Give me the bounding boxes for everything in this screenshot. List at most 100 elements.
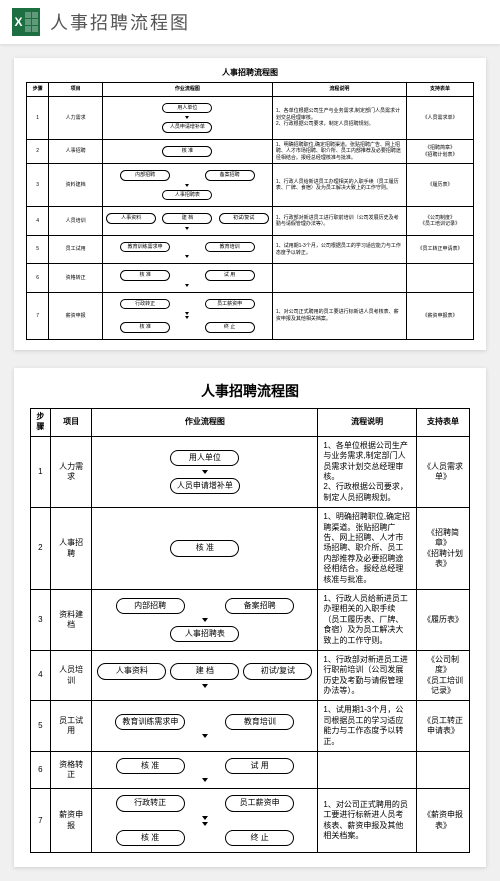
flow-node: 核 准 xyxy=(116,758,185,774)
cell-step: 7 xyxy=(27,292,49,339)
flow-node: 核 准 xyxy=(116,830,185,846)
cell-step: 5 xyxy=(27,235,49,264)
cell-step: 1 xyxy=(27,96,49,139)
flow-node: 教育训练需求申 xyxy=(120,242,170,253)
cell-form: 《员工转正申请表》 xyxy=(416,701,469,752)
cell-flow: 内部招聘备案招聘人事招聘表 xyxy=(92,589,318,650)
flow-node: 员工薪资申 xyxy=(205,299,255,310)
cell-step: 2 xyxy=(27,139,49,164)
flow-node: 员工薪资申 xyxy=(225,795,294,811)
app-header: X 人事招聘流程图 xyxy=(0,0,500,44)
flow-node: 初试/复试 xyxy=(243,663,312,679)
table-row: 3资料建档内部招聘备案招聘人事招聘表1、行政人员给新进员工办理相关的入职手续（员… xyxy=(27,164,474,207)
cell-form: 《人员需求单》 xyxy=(416,436,469,507)
cell-flow: 人事资料建 档初试/复试 xyxy=(92,650,318,701)
table-row: 5员工试用教育训练需求申教育培训1、试用期1-3个月，公司根据员工的学习适应能力… xyxy=(31,701,470,752)
flow-node: 用人单位 xyxy=(170,450,239,466)
col-step: 步骤 xyxy=(27,83,49,97)
flow-node: 人员申请增补单 xyxy=(170,478,240,494)
cell-item: 人事招聘 xyxy=(50,508,92,590)
document-preview-large: 人事招聘流程图 步骤 项目 作业流程图 流程说明 支持表单 1人力需求用人单位人… xyxy=(14,368,486,867)
cell-form: 《履历表》 xyxy=(416,589,469,650)
cell-step: 6 xyxy=(31,752,51,789)
table-row: 2人事招聘核 准1、明确招聘职位,确定招聘渠道。张贴招聘广告、网上招聘、人才市场… xyxy=(31,508,470,590)
cell-item: 薪资申报 xyxy=(50,789,92,853)
col-desc: 流程说明 xyxy=(272,83,406,97)
header-title: 人事招聘流程图 xyxy=(50,9,190,35)
cell-item: 员工试用 xyxy=(50,701,92,752)
flow-node: 核 准 xyxy=(120,322,170,333)
cell-form: 《公司制度》《员工培训记录》 xyxy=(416,650,469,701)
cell-flow: 行政转正员工薪资申核 准终 止 xyxy=(92,789,318,853)
table-row: 3资料建档内部招聘备案招聘人事招聘表1、行政人员给新进员工办理相关的入职手续（员… xyxy=(31,589,470,650)
cell-step: 3 xyxy=(27,164,49,207)
document-preview-small: 人事招聘流程图 步骤 项目 作业流程图 流程说明 支持表单 1人力需求用人单位人… xyxy=(14,58,486,350)
excel-icon-letter: X xyxy=(14,15,22,29)
cell-step: 4 xyxy=(27,207,49,236)
flow-node: 试 用 xyxy=(225,758,294,774)
cell-step: 1 xyxy=(31,436,51,507)
cell-flow: 核 准 xyxy=(92,508,318,590)
preview-container: 人事招聘流程图 步骤 项目 作业流程图 流程说明 支持表单 1人力需求用人单位人… xyxy=(0,44,500,881)
doc-title: 人事招聘流程图 xyxy=(26,68,474,78)
flow-node: 人事资料 xyxy=(97,663,166,679)
doc-title: 人事招聘流程图 xyxy=(30,382,470,400)
cell-desc: 1、明确招聘职位,确定招聘渠道。张贴招聘广告、网上招聘、人才市场招聘、职介所、员… xyxy=(272,139,406,164)
col-desc: 流程说明 xyxy=(318,409,417,437)
cell-desc: 1、对公司正式聘用的员工要进行标新进人员考核表、薪资申报及其他相关档案。 xyxy=(318,789,417,853)
flow-node: 建 档 xyxy=(170,663,239,679)
flow-table-large: 步骤 项目 作业流程图 流程说明 支持表单 1人力需求用人单位人员申请增补单1、… xyxy=(30,408,470,853)
cell-form: 《薪资申报表》 xyxy=(406,292,473,339)
col-form: 支持表单 xyxy=(406,83,473,97)
cell-form: 《履历表》 xyxy=(406,164,473,207)
cell-item: 薪资申报 xyxy=(49,292,103,339)
cell-desc: 1、对公司正式聘用的员工要进行标新进人员考核表、薪资申报及其他相关档案。 xyxy=(272,292,406,339)
table-row: 4人员培训人事资料建 档初试/复试1、行政部对新进员工进行职前培训（公司发展历史… xyxy=(31,650,470,701)
table-row: 6资格转正 核 准 试 用 xyxy=(31,752,470,789)
flow-node: 核 准 xyxy=(170,540,239,556)
cell-item: 人力需求 xyxy=(49,96,103,139)
cell-item: 人力需求 xyxy=(50,436,92,507)
cell-flow: 核 准试 用 xyxy=(92,752,318,789)
cell-desc: 1、各单位根据公司生产与业务需求,制定部门人员需求计划交总经理审核。2、行政根据… xyxy=(318,436,417,507)
flow-node: 人事资料 xyxy=(106,213,156,224)
cell-item: 资格转正 xyxy=(50,752,92,789)
table-row: 1人力需求用人单位人员申请增补单1、各单位根据公司生产与业务需求,制定部门人员需… xyxy=(31,436,470,507)
cell-flow: 核 准试 用 xyxy=(102,264,272,293)
cell-form xyxy=(406,264,473,293)
cell-desc: 1、行政人员给新进员工办理相关的入职手续（员工履历表、厂牌、食宿）及为员工解决大… xyxy=(272,164,406,207)
flow-node: 核 准 xyxy=(120,270,170,281)
cell-step: 4 xyxy=(31,650,51,701)
flow-node: 行政转正 xyxy=(120,299,170,310)
cell-step: 2 xyxy=(31,508,51,590)
table-row: 1人力需求用人单位人员申请增补单1、各单位根据公司生产与业务需求,制定部门人员需… xyxy=(27,96,474,139)
cell-form: 《招聘简章》《招聘计划表》 xyxy=(416,508,469,590)
cell-item: 人员培训 xyxy=(50,650,92,701)
table-row: 2人事招聘 核 准 1、明确招聘职位,确定招聘渠道。张贴招聘广告、网上招聘、人才市场… xyxy=(27,139,474,164)
cell-flow: 核 准 xyxy=(102,139,272,164)
cell-form: 《招聘简章》《招聘计划表》 xyxy=(406,139,473,164)
flow-node: 建 档 xyxy=(162,213,212,224)
flow-node: 核 准 xyxy=(162,146,212,157)
cell-flow: 内部招聘备案招聘人事招聘表 xyxy=(102,164,272,207)
flow-node: 人事招聘表 xyxy=(162,190,212,201)
cell-step: 3 xyxy=(31,589,51,650)
cell-flow: 教育训练需求申教育培训 xyxy=(92,701,318,752)
cell-desc: 1、行政部对新进员工进行职前培训（公司发展历史及考勤与请假管理办法等）。 xyxy=(318,650,417,701)
table-row: 4人员培训人事资料建 档初试/复试1、行政部对新进员工进行职前培训（公司发展历史… xyxy=(27,207,474,236)
flow-table-small: 步骤 项目 作业流程图 流程说明 支持表单 1人力需求用人单位人员申请增补单1、… xyxy=(26,82,474,340)
flow-node: 内部招聘 xyxy=(120,170,170,181)
flow-node: 人事招聘表 xyxy=(170,626,239,642)
cell-desc: 1、行政人员给新进员工办理相关的入职手续（员工履历表、厂牌、食宿）及为员工解决大… xyxy=(318,589,417,650)
cell-flow: 用人单位人员申请增补单 xyxy=(92,436,318,507)
cell-flow: 行政转正 员工薪资申核 准 终 止 xyxy=(102,292,272,339)
cell-item: 资格转正 xyxy=(49,264,103,293)
flow-node: 终 止 xyxy=(205,322,255,333)
cell-item: 人事招聘 xyxy=(49,139,103,164)
table-row: 7薪资申报 行政转正 员工薪资申核 准 终 止 1、对公司正式聘用的员工要进行标新进人员… xyxy=(27,292,474,339)
table-header-row: 步骤 项目 作业流程图 流程说明 支持表单 xyxy=(27,83,474,97)
col-flow: 作业流程图 xyxy=(92,409,318,437)
col-flow: 作业流程图 xyxy=(102,83,272,97)
cell-flow: 教育训练需求申教育培训 xyxy=(102,235,272,264)
table-row: 5员工试用教育训练需求申教育培训1、试用期1-3个月，公司根据员工的学习适应能力… xyxy=(27,235,474,264)
